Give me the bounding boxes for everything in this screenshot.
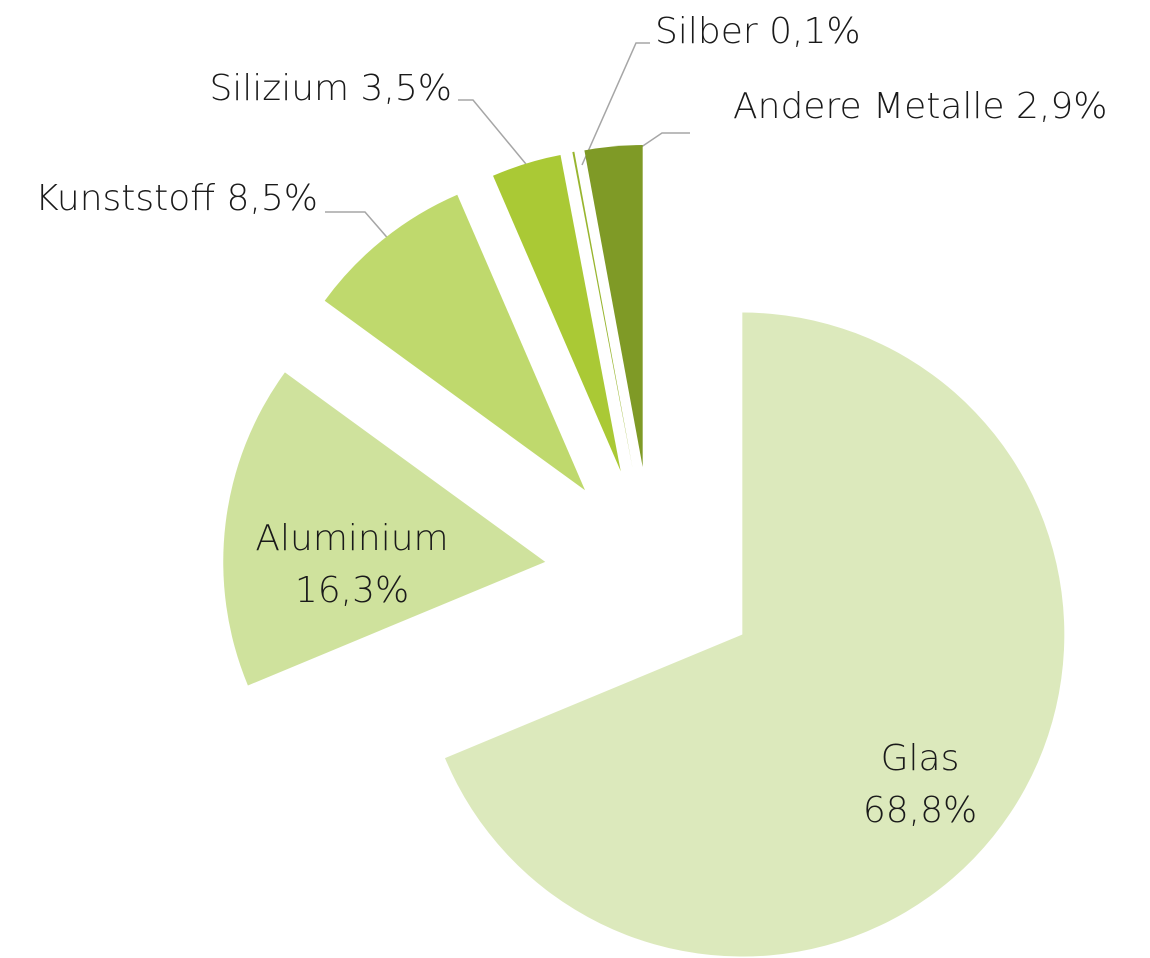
slice-label: Silber 0,1% — [655, 11, 861, 52]
slice-label: Andere Metalle 2,9% — [733, 86, 1108, 127]
slice-label: Aluminium 16,3% — [255, 518, 448, 611]
category-label: Glas — [881, 738, 960, 779]
pie-slice — [584, 145, 643, 468]
slice-label: Silizium 3,5% — [209, 68, 452, 109]
value-label: 0,1% — [758, 11, 861, 52]
leader-line — [581, 42, 650, 166]
category-label: Silizium — [209, 68, 349, 109]
pie-slice — [493, 155, 621, 472]
pie-slice — [572, 151, 633, 469]
leader-line — [458, 99, 536, 176]
value-label: 3,5% — [349, 68, 452, 109]
value-label: 8,5% — [215, 178, 318, 219]
category-label: Aluminium — [255, 518, 448, 559]
category-label: Silber — [655, 11, 758, 52]
value-label: 16,3% — [295, 570, 409, 611]
pie-slice — [324, 194, 586, 491]
pie-slice — [444, 312, 1065, 957]
category-label: Kunststoff — [35, 178, 215, 219]
category-label: Andere Metalle — [733, 86, 1005, 127]
pie-slice — [223, 372, 546, 686]
slice-label: Glas 68,8% — [863, 738, 977, 831]
slice-label: Kunststoff 8,5% — [35, 178, 318, 219]
value-label: 2,9% — [1005, 86, 1108, 127]
value-label: 68,8% — [863, 790, 977, 831]
